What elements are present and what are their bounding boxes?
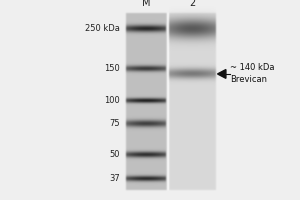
Text: 250 kDa: 250 kDa xyxy=(85,24,120,33)
Polygon shape xyxy=(218,70,226,78)
Text: 150: 150 xyxy=(104,64,120,73)
Text: M: M xyxy=(142,0,151,8)
Text: 50: 50 xyxy=(110,150,120,159)
Text: 2: 2 xyxy=(190,0,196,8)
Text: 37: 37 xyxy=(109,174,120,183)
Text: ~ 140 kDa: ~ 140 kDa xyxy=(230,63,274,72)
Text: 100: 100 xyxy=(104,96,120,105)
Text: 75: 75 xyxy=(110,119,120,128)
Text: Brevican: Brevican xyxy=(230,75,267,84)
